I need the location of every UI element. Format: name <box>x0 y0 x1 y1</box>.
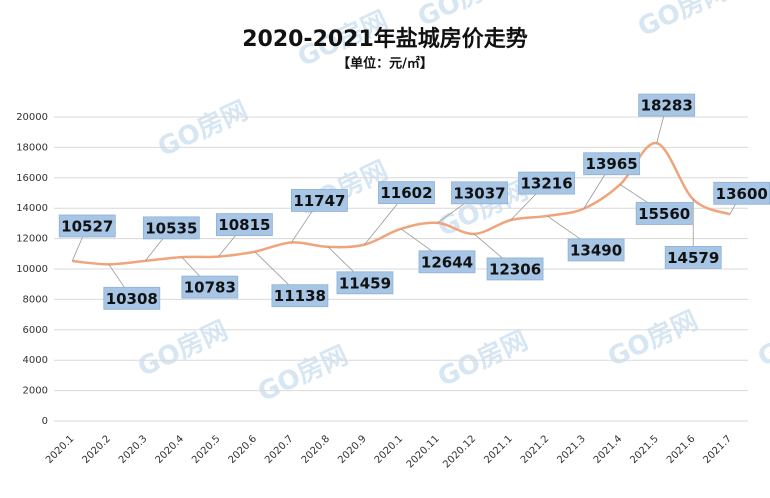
label-box <box>271 284 329 308</box>
y-tick-label: 18000 <box>16 142 48 153</box>
data-label: 14579 <box>667 249 719 267</box>
label-box <box>181 275 239 299</box>
y-tick-label: 12000 <box>16 234 48 245</box>
data-label: 10535 <box>145 219 197 237</box>
watermark: GO房网 <box>153 96 252 164</box>
x-tick-label: 2021.3 <box>555 433 588 466</box>
data-label: 13600 <box>716 185 768 203</box>
watermark: GO房网 <box>753 306 770 374</box>
data-label: 10527 <box>61 217 113 235</box>
x-tick-label: 2021.4 <box>592 433 625 466</box>
data-label: 13965 <box>586 155 638 173</box>
y-tick-label: 6000 <box>23 325 48 336</box>
x-tick-label: 2020.11 <box>405 433 442 470</box>
x-tick-label: 2021.1 <box>482 433 515 466</box>
x-tick-label: 2020.5 <box>190 433 223 466</box>
label-box <box>418 250 476 274</box>
label-box <box>291 189 348 212</box>
label-box <box>518 171 575 195</box>
label-box <box>583 152 641 176</box>
data-label: 18283 <box>641 97 693 115</box>
data-label: 13216 <box>520 175 572 193</box>
x-tick-label: 2020.1 <box>373 433 406 466</box>
x-tick-label: 2020.7 <box>263 433 296 466</box>
data-label: 11747 <box>293 192 345 210</box>
data-label: 13037 <box>453 184 505 202</box>
data-label: 13490 <box>570 241 622 259</box>
watermark: GO房网 <box>633 0 732 43</box>
x-tick-label: 2020.4 <box>154 433 187 466</box>
x-tick-label: 2020.6 <box>227 433 260 466</box>
x-tick-label: 2020.12 <box>441 433 478 470</box>
chart-subtitle: 【单位：元/㎡】 <box>337 56 433 72</box>
x-tick-label: 2020.9 <box>336 433 369 466</box>
data-label: 11459 <box>339 274 391 292</box>
data-label: 11138 <box>274 287 326 305</box>
data-label: 12306 <box>489 260 541 278</box>
watermark: GO房网 <box>133 316 232 384</box>
label-box <box>486 257 544 281</box>
data-label: 15560 <box>638 205 690 223</box>
y-tick-label: 20000 <box>16 112 48 123</box>
label-box <box>635 202 693 225</box>
x-tick-label: 2020.3 <box>117 433 150 466</box>
y-tick-label: 16000 <box>16 173 48 184</box>
x-tick-label: 2021.6 <box>665 433 698 466</box>
y-tick-label: 2000 <box>23 386 48 397</box>
x-tick-label: 2020.1 <box>44 433 77 466</box>
x-tick-label: 2021.2 <box>519 433 552 466</box>
label-box <box>567 238 625 262</box>
data-label: 12644 <box>421 253 473 271</box>
data-label: 11602 <box>380 184 432 202</box>
label-box <box>215 213 273 237</box>
x-tick-label: 2021.7 <box>701 433 734 466</box>
y-tick-label: 14000 <box>16 203 48 214</box>
chart-title: 2020-2021年盐城房价走势 <box>242 26 528 52</box>
x-tick-label: 2020.2 <box>81 433 114 466</box>
label-box <box>378 181 435 205</box>
y-tick-label: 10000 <box>16 264 48 275</box>
watermark: GO房网 <box>253 341 352 409</box>
y-tick-label: 8000 <box>23 294 48 305</box>
data-label: 10815 <box>218 216 270 234</box>
watermark: GO房网 <box>433 326 532 394</box>
watermark: GO房网 <box>603 306 702 374</box>
data-label: 10783 <box>184 279 236 297</box>
data-label: 10308 <box>106 290 158 308</box>
x-tick-label: 2020.8 <box>300 433 333 466</box>
label-box <box>58 214 116 238</box>
label-box <box>451 181 508 205</box>
y-tick-label: 4000 <box>23 355 48 366</box>
x-tick-label: 2021.5 <box>628 433 661 466</box>
label-box <box>664 245 722 269</box>
label-box <box>142 216 200 240</box>
y-tick-label: 0 <box>42 416 48 427</box>
label-box <box>336 271 394 295</box>
label-box <box>103 286 161 310</box>
label-box <box>638 93 696 117</box>
